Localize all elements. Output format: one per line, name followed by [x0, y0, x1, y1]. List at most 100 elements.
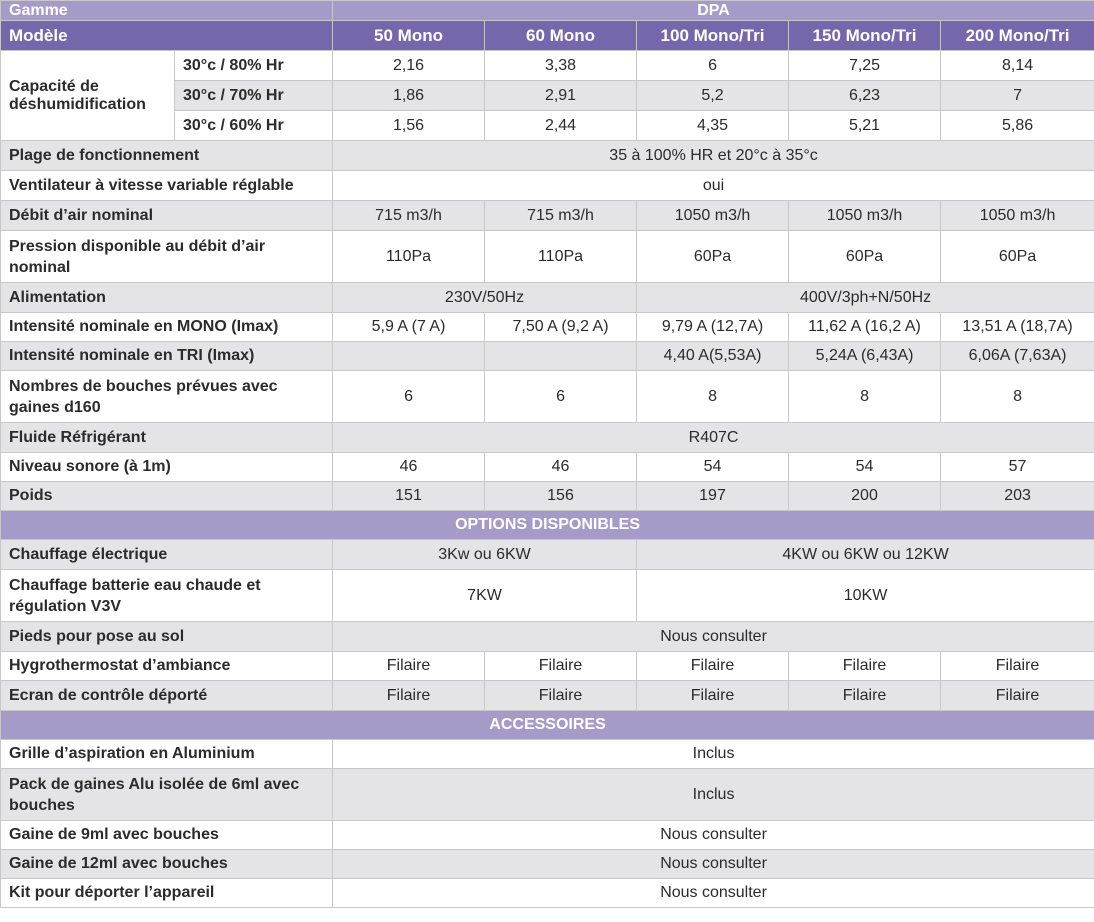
table-row: Intensité nominale en TRI (Imax) 4,40 A(… — [0, 341, 1094, 371]
table-cell: 6 — [636, 50, 790, 81]
row-label: Chauffage batterie eau chaude et régulat… — [0, 569, 334, 622]
table-cell: 6,06A (7,63A) — [940, 341, 1094, 371]
table-cell: 1,86 — [332, 80, 486, 111]
table-cell: 46 — [332, 452, 486, 482]
table-cell: Filaire — [940, 680, 1094, 711]
capacity-condition: 30°c / 60% Hr — [173, 110, 334, 141]
table-cell: 1050 m3/h — [788, 200, 942, 231]
table-cell: 2,91 — [484, 80, 638, 111]
table-cell: 5,86 — [940, 110, 1094, 141]
table-cell: 7,50 A (9,2 A) — [484, 312, 638, 342]
section-header: ACCESSOIRES — [0, 710, 1094, 740]
table-cell: 8 — [788, 370, 942, 423]
table-row: Chauffage batterie eau chaude et régulat… — [0, 569, 1094, 622]
table-cell: 7 — [940, 80, 1094, 111]
modele-row: Modèle 50 Mono 60 Mono 100 Mono/Tri 150 … — [0, 20, 1094, 51]
table-cell: 54 — [636, 452, 790, 482]
capacity-label: Capacité de déshumidification — [0, 50, 175, 141]
table-cell: Inclus — [332, 739, 1094, 769]
table-row: Gaine de 12ml avec bouches Nous consulte… — [0, 849, 1094, 879]
gamme-row: Gamme DPA — [0, 0, 1094, 21]
table-cell: 4,35 — [636, 110, 790, 141]
row-label: Gaine de 9ml avec bouches — [0, 820, 334, 850]
row-label: Pieds pour pose au sol — [0, 621, 334, 652]
table-cell: 13,51 A (18,7A) — [940, 312, 1094, 342]
row-label: Kit pour déporter l’appareil — [0, 878, 334, 908]
table-cell — [484, 341, 638, 371]
model-header: 150 Mono/Tri — [788, 20, 942, 51]
row-label: Chauffage électrique — [0, 539, 334, 570]
capacity-condition: 30°c / 70% Hr — [173, 80, 334, 111]
table-cell: 715 m3/h — [484, 200, 638, 231]
table-cell: 230V/50Hz — [332, 282, 638, 313]
table-cell: 715 m3/h — [332, 200, 486, 231]
row-label: Débit d’air nominal — [0, 200, 334, 231]
table-cell: Nous consulter — [332, 621, 1094, 652]
row-label: Pack de gaines Alu isolée de 6ml avec bo… — [0, 768, 334, 821]
table-cell: Filaire — [940, 651, 1094, 681]
table-row: Pack de gaines Alu isolée de 6ml avec bo… — [0, 768, 1094, 821]
table-cell: 2,44 — [484, 110, 638, 141]
table-cell: Filaire — [636, 680, 790, 711]
table-cell: Nous consulter — [332, 820, 1094, 850]
table-cell: 5,24A (6,43A) — [788, 341, 942, 371]
table-cell: Inclus — [332, 768, 1094, 821]
table-cell: 60Pa — [788, 230, 942, 283]
table-cell: Nous consulter — [332, 878, 1094, 908]
table-row: Poids 151 156 197 200 203 — [0, 481, 1094, 511]
table-cell: 8 — [636, 370, 790, 423]
table-row: Grille d’aspiration en Aluminium Inclus — [0, 739, 1094, 769]
table-cell: 151 — [332, 481, 486, 511]
table-cell: 4,40 A(5,53A) — [636, 341, 790, 371]
table-cell: 8,14 — [940, 50, 1094, 81]
table-cell: 4KW ou 6KW ou 12KW — [636, 539, 1094, 570]
table-cell: 156 — [484, 481, 638, 511]
row-label: Gaine de 12ml avec bouches — [0, 849, 334, 879]
table-row: Chauffage électrique 3Kw ou 6KW 4KW ou 6… — [0, 539, 1094, 570]
row-label: Intensité nominale en MONO (Imax) — [0, 312, 334, 342]
table-cell: 1050 m3/h — [940, 200, 1094, 231]
table-row: Pieds pour pose au sol Nous consulter — [0, 621, 1094, 652]
row-label: Hygrothermostat d’ambiance — [0, 651, 334, 681]
table-cell: Filaire — [788, 680, 942, 711]
table-cell: 35 à 100% HR et 20°c à 35°c — [332, 140, 1094, 171]
table-cell: 60Pa — [636, 230, 790, 283]
row-label: Intensité nominale en TRI (Imax) — [0, 341, 334, 371]
table-cell: Filaire — [332, 680, 486, 711]
table-cell: 5,2 — [636, 80, 790, 111]
table-row: Fluide Réfrigérant R407C — [0, 422, 1094, 453]
options-title: OPTIONS DISPONIBLES — [0, 510, 1094, 540]
table-row: Nombres de bouches prévues avec gaines d… — [0, 370, 1094, 423]
model-header: 50 Mono — [332, 20, 486, 51]
capacity-row: 30°c / 70% Hr 1,86 2,91 5,2 6,23 7 — [1, 80, 1094, 111]
table-cell: oui — [332, 170, 1094, 201]
row-label: Ventilateur à vitesse variable réglable — [0, 170, 334, 201]
model-header: 60 Mono — [484, 20, 638, 51]
table-cell: 2,16 — [332, 50, 486, 81]
gamme-label: Gamme — [0, 0, 334, 21]
table-cell: Filaire — [788, 651, 942, 681]
row-label: Grille d’aspiration en Aluminium — [0, 739, 334, 769]
table-cell: 8 — [940, 370, 1094, 423]
row-label: Alimentation — [0, 282, 334, 313]
table-cell: 3,38 — [484, 50, 638, 81]
table-row: Alimentation 230V/50Hz 400V/3ph+N/50Hz — [0, 282, 1094, 313]
table-row: Kit pour déporter l’appareil Nous consul… — [0, 878, 1094, 908]
table-row: Intensité nominale en MONO (Imax) 5,9 A … — [0, 312, 1094, 342]
table-cell: 7KW — [332, 569, 638, 622]
table-cell: 400V/3ph+N/50Hz — [636, 282, 1094, 313]
table-cell: 11,62 A (16,2 A) — [788, 312, 942, 342]
gamme-value: DPA — [332, 0, 1094, 21]
modele-label: Modèle — [0, 20, 334, 51]
table-row: Débit d’air nominal 715 m3/h 715 m3/h 10… — [0, 200, 1094, 231]
table-cell: 110Pa — [484, 230, 638, 283]
model-header: 100 Mono/Tri — [636, 20, 790, 51]
accessoires-title: ACCESSOIRES — [0, 710, 1094, 740]
table-cell: 6 — [332, 370, 486, 423]
row-label: Plage de fonctionnement — [0, 140, 334, 171]
table-cell: Filaire — [636, 651, 790, 681]
model-header: 200 Mono/Tri — [940, 20, 1094, 51]
row-label: Fluide Réfrigérant — [0, 422, 334, 453]
table-cell: 1,56 — [332, 110, 486, 141]
